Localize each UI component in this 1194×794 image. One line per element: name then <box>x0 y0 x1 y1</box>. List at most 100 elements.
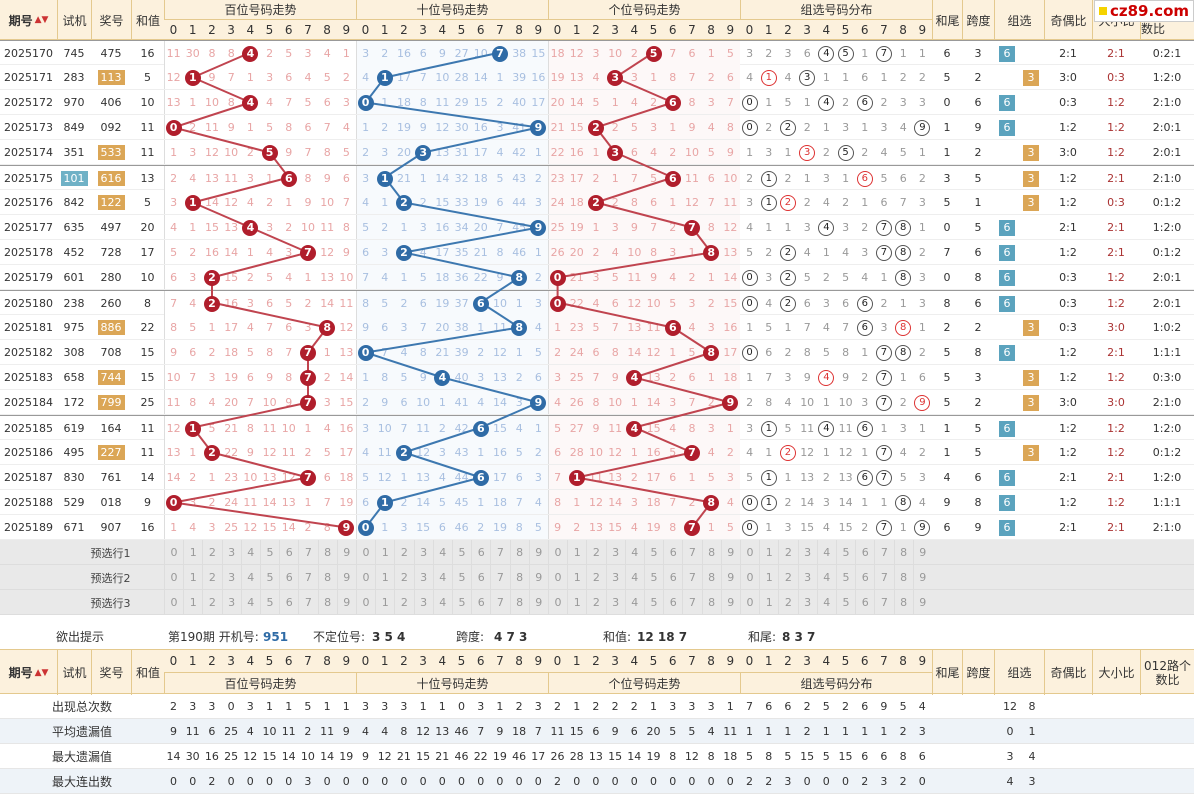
preselect-digit[interactable]: 6 <box>855 590 874 615</box>
preselect-digit[interactable]: 9 <box>336 590 356 615</box>
preselect-digit[interactable]: 5 <box>644 540 663 565</box>
preselect-digit[interactable]: 1 <box>759 540 778 565</box>
preselect-digit[interactable]: 9 <box>912 540 932 565</box>
preselect-digit[interactable]: 9 <box>912 565 932 590</box>
preselect-digit[interactable]: 4 <box>816 590 836 615</box>
preselect-digit[interactable]: 0 <box>164 590 183 615</box>
preselect-digit[interactable]: 4 <box>624 565 644 590</box>
preselect-digit[interactable]: 3 <box>221 565 241 590</box>
preselect-digit[interactable]: 7 <box>298 590 317 615</box>
preselect-digit[interactable]: 9 <box>336 540 356 565</box>
preselect-digit[interactable]: 5 <box>836 590 855 615</box>
preselect-digit[interactable]: 7 <box>682 565 701 590</box>
preselect-digit[interactable]: 5 <box>260 590 279 615</box>
preselect-digit[interactable]: 8 <box>509 565 529 590</box>
preselect-digit[interactable]: 8 <box>701 565 721 590</box>
preselect-digit[interactable]: 5 <box>644 565 663 590</box>
preselect-digit[interactable]: 3 <box>413 565 433 590</box>
preselect-digit[interactable]: 5 <box>452 590 471 615</box>
preselect-digit[interactable]: 8 <box>509 590 529 615</box>
preselect-digit[interactable]: 6 <box>855 565 874 590</box>
preselect-digit[interactable]: 5 <box>260 565 279 590</box>
preselect-digit[interactable]: 6 <box>855 540 874 565</box>
preselect-digit[interactable]: 6 <box>663 540 682 565</box>
preselect-digit[interactable]: 8 <box>893 540 913 565</box>
preselect-digit[interactable]: 0 <box>356 540 375 565</box>
preselect-digit[interactable]: 2 <box>778 540 797 565</box>
preselect-digit[interactable]: 4 <box>816 565 836 590</box>
preselect-digit[interactable]: 1 <box>567 540 586 565</box>
preselect-digit[interactable]: 7 <box>298 565 317 590</box>
preselect-digit[interactable]: 1 <box>375 565 394 590</box>
preselect-digit[interactable]: 1 <box>183 590 202 615</box>
preselect-digit[interactable]: 8 <box>509 540 529 565</box>
preselect-digit[interactable]: 9 <box>720 540 740 565</box>
preselect-digit[interactable]: 0 <box>548 565 567 590</box>
preselect-digit[interactable]: 3 <box>221 590 241 615</box>
preselect-digit[interactable]: 0 <box>164 540 183 565</box>
preselect-digit[interactable]: 9 <box>528 540 548 565</box>
preselect-digit[interactable]: 6 <box>471 565 490 590</box>
preselect-digit[interactable]: 5 <box>836 540 855 565</box>
preselect-digit[interactable]: 2 <box>778 565 797 590</box>
preselect-digit[interactable]: 0 <box>740 565 759 590</box>
preselect-digit[interactable]: 3 <box>605 565 625 590</box>
preselect-digit[interactable]: 3 <box>605 540 625 565</box>
preselect-digit[interactable]: 2 <box>778 590 797 615</box>
preselect-digit[interactable]: 2 <box>586 540 605 565</box>
preselect-digit[interactable]: 4 <box>816 540 836 565</box>
preselect-digit[interactable]: 4 <box>432 540 452 565</box>
preselect-digit[interactable]: 3 <box>797 540 817 565</box>
preselect-digit[interactable]: 7 <box>874 565 893 590</box>
preselect-digit[interactable]: 7 <box>298 540 317 565</box>
preselect-digit[interactable]: 1 <box>183 565 202 590</box>
sort-icon[interactable]: ▲▼ <box>34 15 49 25</box>
preselect-digit[interactable]: 8 <box>317 590 337 615</box>
preselect-digit[interactable]: 4 <box>240 590 260 615</box>
preselect-digit[interactable]: 7 <box>682 590 701 615</box>
preselect-digit[interactable]: 3 <box>797 590 817 615</box>
preselect-digit[interactable]: 8 <box>317 540 337 565</box>
preselect-digit[interactable]: 6 <box>279 565 298 590</box>
preselect-digit[interactable]: 2 <box>202 590 221 615</box>
preselect-digit[interactable]: 3 <box>413 590 433 615</box>
preselect-digit[interactable]: 6 <box>279 590 298 615</box>
preselect-digit[interactable]: 1 <box>375 590 394 615</box>
preselect-digit[interactable]: 7 <box>490 540 509 565</box>
preselect-digit[interactable]: 5 <box>260 540 279 565</box>
preselect-digit[interactable]: 1 <box>375 540 394 565</box>
preselect-digit[interactable]: 1 <box>183 540 202 565</box>
preselect-digit[interactable]: 5 <box>452 565 471 590</box>
preselect-digit[interactable]: 3 <box>797 565 817 590</box>
preselect-digit[interactable]: 5 <box>644 590 663 615</box>
preselect-digit[interactable]: 9 <box>720 590 740 615</box>
preselect-digit[interactable]: 0 <box>164 565 183 590</box>
preselect-digit[interactable]: 6 <box>663 590 682 615</box>
preselect-digit[interactable]: 0 <box>356 565 375 590</box>
preselect-digit[interactable]: 8 <box>317 565 337 590</box>
preselect-digit[interactable]: 4 <box>624 540 644 565</box>
preselect-digit[interactable]: 6 <box>471 590 490 615</box>
preselect-digit[interactable]: 2 <box>586 565 605 590</box>
preselect-digit[interactable]: 7 <box>682 540 701 565</box>
preselect-digit[interactable]: 4 <box>432 590 452 615</box>
preselect-digit[interactable]: 6 <box>663 565 682 590</box>
preselect-digit[interactable]: 9 <box>528 590 548 615</box>
preselect-digit[interactable]: 7 <box>874 590 893 615</box>
preselect-digit[interactable]: 2 <box>394 565 413 590</box>
preselect-digit[interactable]: 4 <box>240 565 260 590</box>
sort-icon[interactable]: ▲▼ <box>34 667 49 678</box>
preselect-digit[interactable]: 9 <box>528 565 548 590</box>
preselect-digit[interactable]: 0 <box>740 540 759 565</box>
preselect-digit[interactable]: 3 <box>605 590 625 615</box>
period-header[interactable]: 期号 ▲▼ <box>8 13 49 28</box>
preselect-digit[interactable]: 1 <box>567 565 586 590</box>
period-footer[interactable]: 期号 ▲▼ <box>8 666 49 680</box>
preselect-digit[interactable]: 8 <box>893 565 913 590</box>
preselect-digit[interactable]: 8 <box>701 590 721 615</box>
preselect-digit[interactable]: 5 <box>452 540 471 565</box>
preselect-digit[interactable]: 2 <box>394 540 413 565</box>
preselect-digit[interactable]: 2 <box>202 540 221 565</box>
preselect-digit[interactable]: 9 <box>720 565 740 590</box>
preselect-digit[interactable]: 1 <box>759 565 778 590</box>
